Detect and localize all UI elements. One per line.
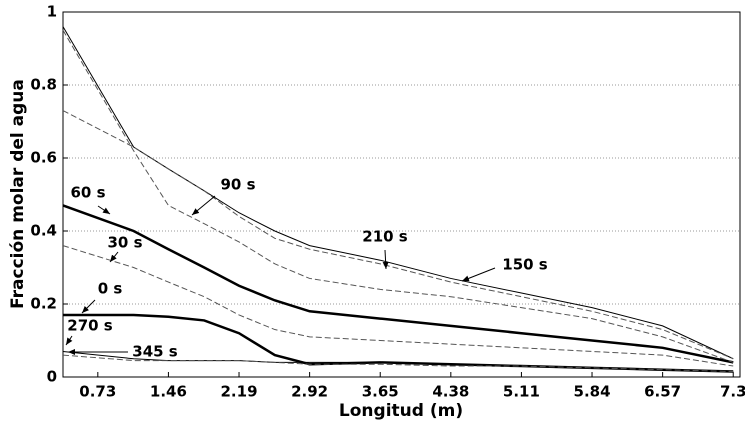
series-line (62, 350, 734, 373)
x-tick-label: 2.19 (221, 383, 258, 401)
y-tick-label: 0.4 (30, 222, 57, 240)
y-axis-label: Fracción molar del agua (8, 79, 28, 309)
series-annotation: 90 s (220, 176, 255, 194)
series-line (62, 354, 734, 373)
x-tick-label: 4.38 (432, 383, 469, 401)
series-annotation: 270 s (67, 317, 113, 335)
series-annotation: 150 s (502, 256, 548, 274)
annotation-arrow (65, 335, 73, 346)
series-annotation: 60 s (70, 184, 105, 202)
annotation-arrow (382, 249, 389, 270)
annotation-arrow (97, 205, 111, 215)
series-line (62, 245, 734, 367)
x-tick-label: 7.3 (720, 383, 745, 401)
series-line (62, 110, 734, 360)
y-tick-label: 0.8 (30, 76, 57, 94)
series-line (62, 29, 734, 363)
y-tick-label: 0.2 (30, 295, 57, 313)
annotation-arrow (109, 251, 119, 263)
y-tick-label: 0 (47, 368, 57, 386)
x-tick-label: 2.92 (291, 383, 328, 401)
series-annotation: 210 s (362, 228, 408, 246)
x-tick-label: 0.73 (79, 383, 116, 401)
annotation-arrow (191, 195, 216, 216)
x-tick-label: 5.84 (574, 383, 611, 401)
series-annotation: 345 s (132, 343, 178, 361)
series-line (62, 204, 734, 364)
annotation-arrow (461, 267, 496, 282)
y-tick-label: 1 (47, 3, 57, 21)
x-axis-label: Longitud (m) (339, 401, 463, 421)
annotation-arrow (81, 299, 96, 314)
series-annotation: 0 s (98, 280, 123, 298)
x-tick-label: 5.11 (503, 383, 540, 401)
series-annotation: 30 s (107, 234, 142, 252)
x-tick-label: 6.57 (644, 383, 681, 401)
series-line (62, 26, 734, 360)
x-tick-label: 1.46 (150, 383, 187, 401)
y-tick-label: 0.6 (30, 149, 57, 167)
x-tick-label: 3.65 (362, 383, 399, 401)
plot-frame (62, 11, 741, 378)
